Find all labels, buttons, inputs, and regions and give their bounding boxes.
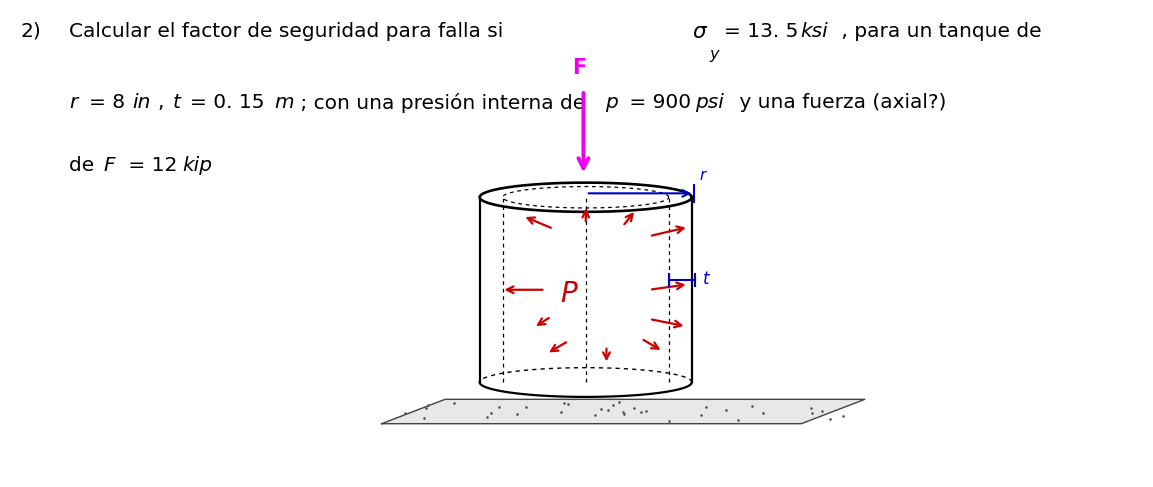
Text: m: m	[274, 93, 294, 112]
Text: ; con una presión interna de: ; con una presión interna de	[294, 93, 591, 112]
Text: psi: psi	[695, 93, 724, 112]
Text: = 8: = 8	[89, 93, 125, 112]
Text: , para un tanque de: , para un tanque de	[835, 22, 1041, 41]
Text: F: F	[104, 156, 115, 175]
Text: r: r	[700, 168, 706, 183]
Text: ksi: ksi	[800, 22, 828, 41]
Text: t: t	[703, 270, 710, 288]
Text: $\sigma$: $\sigma$	[692, 22, 708, 42]
Text: = 900: = 900	[623, 93, 691, 112]
Text: = 12: = 12	[122, 156, 184, 175]
Text: y: y	[709, 47, 718, 62]
Text: = 13. 5: = 13. 5	[724, 22, 805, 41]
Text: r: r	[69, 93, 77, 112]
Text: ,: ,	[158, 93, 178, 112]
Text: kip: kip	[182, 156, 212, 175]
Polygon shape	[382, 399, 865, 424]
Text: p: p	[605, 93, 618, 112]
Text: y una fuerza (axial?): y una fuerza (axial?)	[733, 93, 947, 112]
Text: t: t	[173, 93, 181, 112]
Text: de: de	[69, 156, 100, 175]
Text: F: F	[572, 58, 586, 78]
Text: P: P	[560, 280, 578, 308]
Text: = 0. 15: = 0. 15	[190, 93, 265, 112]
Text: Calcular el factor de seguridad para falla si: Calcular el factor de seguridad para fal…	[69, 22, 510, 41]
Text: in: in	[133, 93, 151, 112]
Text: 2): 2)	[21, 22, 42, 41]
